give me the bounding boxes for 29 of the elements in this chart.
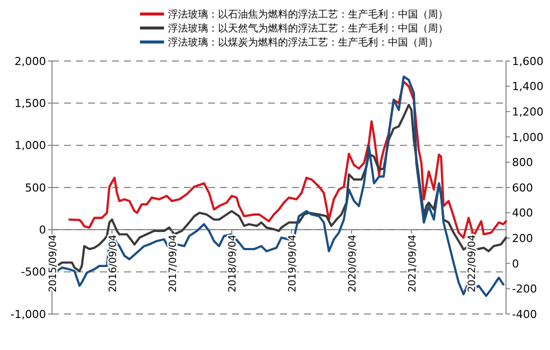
x-tick-label: 2018/09/04 bbox=[228, 234, 239, 292]
x-tick-label: 2022/09/04 bbox=[467, 234, 478, 292]
y-tick-label: 1,000 bbox=[14, 139, 46, 152]
y2-tick-label: 200 bbox=[512, 232, 533, 245]
y2-tick-label: 1,600 bbox=[512, 54, 544, 68]
y2-tick-label: 1,400 bbox=[512, 80, 544, 94]
y2-tick-label: 400 bbox=[512, 206, 533, 220]
x-tick-label: 2016/09/04 bbox=[108, 234, 120, 292]
y2-tick-label: -400 bbox=[512, 308, 537, 321]
y-tick-label: 500 bbox=[25, 181, 46, 194]
y2-tick-label: 0 bbox=[512, 257, 519, 270]
x-tick-label: 2015/09/04 bbox=[48, 234, 59, 292]
y2-tick-label: 600 bbox=[512, 181, 533, 194]
legend-label: 浮法玻璃：以石油焦为燃料的浮法工艺：生产毛利：中国（周） bbox=[168, 8, 448, 20]
y-tick-label: -500 bbox=[21, 266, 46, 279]
y2-tick-label: 1,200 bbox=[512, 105, 544, 118]
x-tick-label: 2019/09/04 bbox=[288, 234, 299, 292]
legend-label: 浮法玻璃：以煤炭为燃料的浮法工艺：生产毛利：中国（周） bbox=[168, 36, 438, 48]
x-tick-label: 2020/09/04 bbox=[348, 234, 359, 292]
y2-tick-label: -200 bbox=[512, 282, 537, 296]
x-tick-label: 2017/09/04 bbox=[168, 234, 179, 292]
y-tick-label: 2,000 bbox=[14, 54, 46, 68]
y2-tick-label: 800 bbox=[512, 156, 533, 170]
y2-tick-label: 1,000 bbox=[512, 130, 544, 144]
x-tick-label: 2021/09/04 bbox=[407, 234, 418, 292]
y-tick-label: -1,000 bbox=[10, 308, 46, 321]
y-tick-label: 1,500 bbox=[14, 97, 46, 110]
y-tick-label: 0 bbox=[39, 224, 46, 237]
legend-label: 浮法玻璃：以天然气为燃料的浮法工艺：生产毛利：中国（周） bbox=[168, 22, 448, 34]
